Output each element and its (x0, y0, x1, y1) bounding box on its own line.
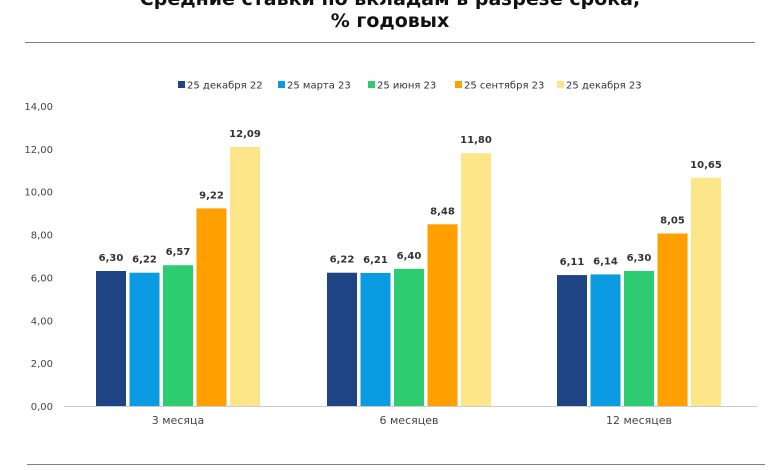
legend-item: 25 июня 23 (368, 81, 436, 92)
data-label: 8,48 (430, 206, 455, 217)
data-label: 6,30 (627, 253, 652, 264)
bar (657, 233, 688, 406)
legend-item: 25 сентября 23 (455, 81, 544, 92)
data-label: 8,05 (660, 216, 685, 227)
bar (196, 208, 227, 406)
data-label: 6,57 (166, 247, 191, 258)
data-label: 6,21 (363, 255, 388, 266)
bar (557, 275, 587, 406)
data-label: 6,22 (132, 255, 157, 266)
x-tick-label: 12 месяцев (606, 414, 672, 427)
chart-title-line-2: % годовых (330, 10, 450, 32)
legend-swatch (368, 81, 375, 88)
data-label: 6,11 (560, 257, 585, 268)
bar (461, 153, 491, 406)
bar (427, 224, 458, 406)
bottom-divider (27, 464, 765, 465)
data-label: 10,65 (690, 160, 722, 171)
data-label: 6,22 (330, 255, 355, 266)
legend-item: 25 декабря 23 (557, 81, 642, 92)
chart-title-line-1: Средние ставки по вкладам в разрезе срок… (0, 0, 780, 10)
y-tick-label: 10,00 (24, 188, 53, 199)
data-label: 6,30 (99, 253, 124, 264)
y-axis: 0,00 2,00 4,00 6,00 8,00 10,00 12,00 14,00 (24, 102, 53, 413)
legend-label: 25 декабря 22 (187, 81, 263, 92)
bar (96, 271, 126, 406)
bars (96, 146, 721, 406)
top-divider (25, 42, 755, 43)
data-labels: 6,30 6,22 6,57 9,22 12,09 6,22 6,21 6,40 8,48 11,… (99, 129, 722, 268)
legend-swatch (278, 81, 285, 88)
legend-label: 25 декабря 23 (566, 81, 642, 92)
bar (327, 272, 357, 406)
legend-label: 25 марта 23 (287, 81, 351, 92)
legend-swatch (455, 81, 462, 88)
bar (691, 177, 721, 406)
y-tick-label: 8,00 (31, 231, 53, 242)
y-tick-label: 14,00 (24, 102, 53, 113)
bar (230, 146, 260, 406)
bar (163, 265, 193, 406)
legend-label: 25 июня 23 (377, 81, 436, 92)
legend-label: 25 сентября 23 (464, 81, 544, 92)
legend-item: 25 декабря 22 (178, 81, 263, 92)
y-tick-label: 12,00 (24, 145, 53, 156)
bar (590, 274, 621, 406)
y-tick-label: 2,00 (31, 359, 53, 370)
bar (394, 268, 424, 406)
data-label: 6,40 (397, 251, 422, 262)
data-label: 12,09 (229, 129, 261, 140)
y-tick-label: 0,00 (31, 402, 53, 413)
y-tick-label: 4,00 (31, 316, 53, 327)
bar (624, 271, 654, 406)
legend-swatch (178, 81, 185, 88)
x-tick-label: 3 месяца (152, 414, 204, 427)
data-label: 11,80 (460, 135, 492, 146)
legend-item: 25 марта 23 (278, 81, 351, 92)
x-tick-label: 6 месяцев (380, 414, 439, 427)
bar (360, 272, 391, 406)
data-label: 6,14 (593, 256, 618, 267)
x-axis: 3 месяца 6 месяцев 12 месяцев (64, 406, 757, 427)
y-tick-label: 6,00 (31, 273, 53, 284)
data-label: 9,22 (199, 190, 224, 201)
legend: 25 декабря 22 25 марта 23 25 июня 23 25 сен… (178, 81, 642, 92)
legend-swatch (557, 81, 564, 88)
bar (129, 272, 160, 406)
